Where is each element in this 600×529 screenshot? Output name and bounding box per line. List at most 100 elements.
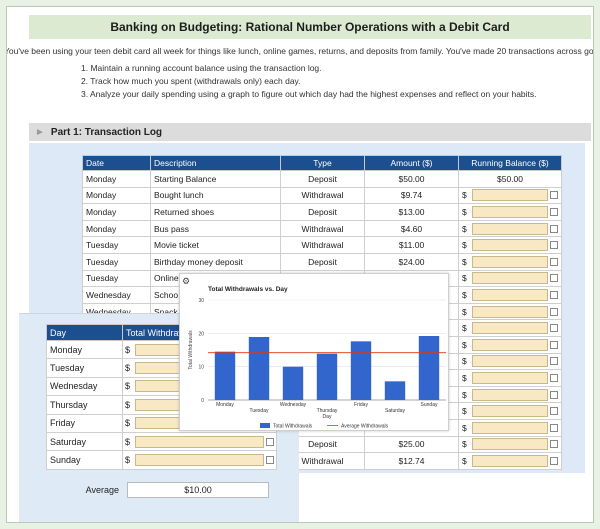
balance-input[interactable] [472,388,548,401]
balance-input[interactable] [472,405,548,418]
cell-running-balance: $ [458,252,562,271]
balance-input[interactable] [472,255,548,268]
chart-bar [214,351,236,400]
average-value-field[interactable]: $10.00 [127,482,269,498]
goal-item: 1. Maintain a running account balance us… [81,63,322,73]
page-title: Banking on Budgeting: Rational Number Op… [29,15,591,39]
cell-day: Saturday [46,431,123,452]
check-checkbox[interactable] [550,340,558,349]
cell-day: Monday [46,339,123,360]
table-row: Monday Starting Balance Deposit $50.00 $50.0… [82,170,562,188]
x-tick-label: Sunday [421,402,438,408]
balance-input[interactable] [472,421,548,434]
dollar-sign: $ [462,372,467,383]
check-checkbox[interactable] [550,307,558,316]
cell-amount: $9.74 [364,186,459,205]
check-checkbox[interactable] [550,274,558,283]
balance-input[interactable] [472,454,548,467]
check-checkbox[interactable] [550,224,558,233]
col-header-amount: Amount ($) [364,155,459,171]
balance-input[interactable] [472,438,548,451]
withdrawal-input[interactable] [135,435,264,448]
balance-input[interactable] [472,338,548,351]
col-header-balance: Running Balance ($) [458,155,562,171]
check-checkbox[interactable] [266,437,274,446]
chart-bar [316,353,338,400]
check-checkbox[interactable] [550,407,558,416]
balance-entry: $ [462,355,558,368]
dollar-sign: $ [462,273,467,284]
cell-running-balance: $ [458,219,562,238]
balance-input[interactable] [472,239,548,252]
cell-amount: $13.00 [364,203,459,221]
x-tick-label: Monday [216,402,234,408]
balance-entry: $ [462,322,558,335]
legend-swatch-bars [260,423,270,428]
dollar-sign: $ [462,356,467,367]
chart-canvas: Total Withdrawals vs. Day 0 10 20 30 Total Wi… [188,286,446,430]
check-checkbox[interactable] [550,373,558,382]
withdrawal-entry: $ [125,435,274,448]
balance-input[interactable] [472,288,548,301]
check-checkbox[interactable] [550,423,558,432]
check-checkbox[interactable] [550,440,558,449]
table-row: Monday Bought lunch Withdrawal $9.74 $ [82,186,562,205]
cell-description: Birthday money deposit [150,252,281,271]
legend-label-average: Average Withdrawals [341,424,389,430]
collapse-caret-icon[interactable]: ► [35,126,45,138]
table-row: Saturday $ [46,431,277,452]
balance-input[interactable] [472,322,548,335]
balance-input[interactable] [472,189,548,202]
x-tick-label: Saturday [385,408,406,414]
check-checkbox[interactable] [550,290,558,299]
check-checkbox[interactable] [550,257,558,266]
cell-amount: $50.00 [364,170,459,188]
check-checkbox[interactable] [550,241,558,250]
balance-entry: $ [462,438,558,451]
cell-type: Withdrawal [280,219,365,238]
balance-entry: $ [462,338,558,351]
balance-entry: $ [462,421,558,434]
average-row: Average $10.00 [83,482,269,498]
balance-input[interactable] [472,222,548,235]
balance-input[interactable] [472,272,548,285]
gear-icon[interactable]: ⚙ [182,276,191,286]
log-header-row: Date Description Type Amount ($) Running… [82,155,562,171]
cell-running-balance: $ [458,335,562,354]
check-checkbox[interactable] [550,357,558,366]
cell-date: Monday [82,203,151,221]
col-header-date: Date [82,155,151,171]
part1-header[interactable]: ► Part 1: Transaction Log [29,123,591,141]
cell-amount: $24.00 [364,252,459,271]
balance-entry: $ [462,371,558,384]
average-label: Average [85,485,119,495]
dollar-sign: $ [125,363,131,374]
check-checkbox[interactable] [550,456,558,465]
balance-entry: $ [462,272,558,285]
balance-entry: $ [462,405,558,418]
balance-input[interactable] [472,371,548,384]
balance-input[interactable] [472,355,548,368]
cell-running-balance: $ [458,452,562,470]
balance-input[interactable] [472,305,548,318]
check-checkbox[interactable] [550,191,558,200]
balance-entry: $ [462,305,558,318]
withdrawals-chart[interactable]: ⚙ Total Withdrawals vs. Day 0 10 20 30 Total … [179,273,449,431]
x-tick-label: Day [323,414,332,420]
cell-running-balance: $ [458,435,562,454]
y-tick-label: 10 [198,365,204,371]
check-checkbox[interactable] [550,390,558,399]
dollar-sign: $ [125,399,131,410]
balance-entry: $ [462,255,558,268]
cell-day: Friday [46,413,123,433]
x-tick-label: Friday [354,402,368,408]
check-checkbox[interactable] [266,456,274,465]
withdrawal-input[interactable] [135,454,264,467]
y-tick-label: 20 [198,331,204,337]
balance-input[interactable] [472,205,548,218]
cell-date: Wednesday [82,286,151,304]
check-checkbox[interactable] [550,207,558,216]
chart-bar [248,337,270,400]
check-checkbox[interactable] [550,324,558,333]
cell-running-balance: $ [458,319,562,337]
